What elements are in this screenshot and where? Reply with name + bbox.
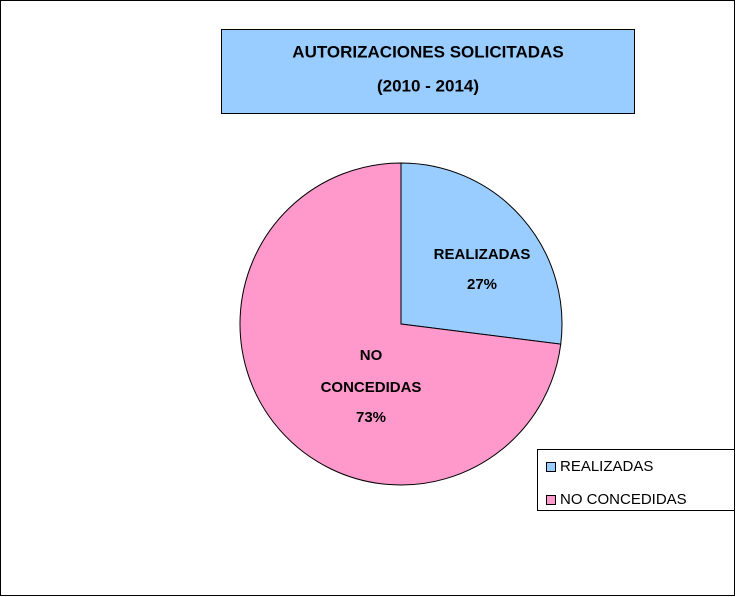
- pie-slice: [239, 162, 562, 486]
- legend-swatch: [546, 462, 556, 472]
- data-label-value: 27%: [467, 276, 497, 293]
- legend-box: [537, 449, 735, 511]
- data-label-category: NO CONCEDIDAS: [321, 347, 422, 396]
- chart-subtitle: (2010 - 2014): [377, 76, 479, 95]
- data-label-value: 73%: [356, 409, 386, 426]
- label-word: CONCEDIDAS: [321, 379, 422, 396]
- legend-label: NO CONCEDIDAS: [560, 491, 687, 508]
- legend-swatch: [546, 495, 556, 505]
- legend-label: REALIZADAS: [560, 458, 653, 475]
- pie-slice: [400, 162, 563, 345]
- label-word: NO: [360, 347, 383, 364]
- title-box: [221, 29, 635, 114]
- data-label-category: REALIZADAS: [434, 246, 531, 263]
- chart-title: AUTORIZACIONES SOLICITADAS: [292, 42, 563, 61]
